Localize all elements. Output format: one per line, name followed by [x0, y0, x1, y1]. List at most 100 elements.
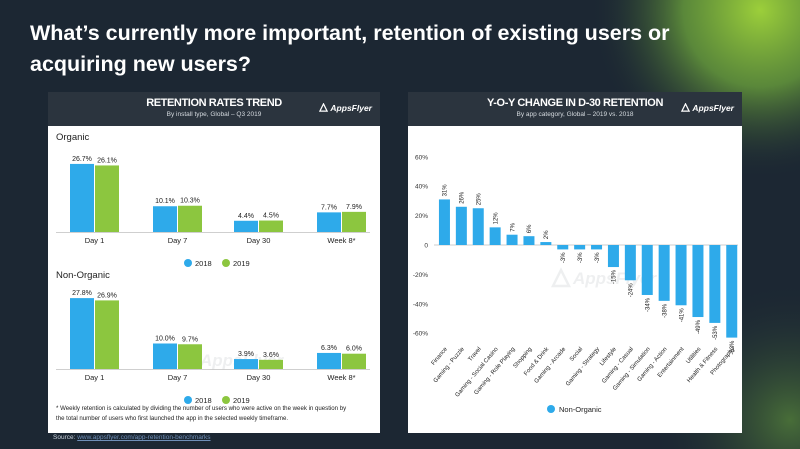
legend-label: 2019	[233, 259, 250, 268]
data-label: -3%	[595, 252, 601, 263]
bar-2018	[317, 212, 341, 232]
yoy-change-chart: AppsFlyer60%40%20%0-20%-40%-60%31%Financ…	[413, 154, 738, 414]
y-tick-label: -40%	[413, 301, 428, 308]
appsflyer-logo-icon	[681, 103, 691, 112]
data-label: 25%	[477, 193, 483, 206]
data-label: -3%	[561, 252, 567, 263]
appsflyer-logo-icon	[319, 103, 329, 112]
data-label: 10.0%	[155, 336, 175, 343]
data-label: -41%	[679, 308, 685, 323]
data-label: 26%	[460, 191, 466, 204]
chart-title: Organic	[56, 132, 90, 143]
category-label: Gaming - Puzzle	[433, 346, 467, 384]
y-tick-label: -20%	[413, 272, 428, 279]
category-label: Week 8*	[327, 373, 355, 382]
bar-2018	[234, 220, 258, 232]
bar-non-organic	[607, 245, 619, 268]
data-label: 6.3%	[321, 345, 337, 352]
panel-subtitle: By app category, Global – 2019 vs. 2018	[516, 111, 634, 118]
bar-non-organic	[624, 245, 636, 281]
data-label: 2%	[544, 230, 550, 239]
category-label: Utilities	[685, 346, 702, 365]
bar-non-organic	[540, 242, 552, 245]
footnote-line-2: the total number of users who first laun…	[56, 415, 288, 422]
data-label: 31%	[443, 184, 449, 197]
data-label: -24%	[629, 283, 635, 298]
category-label: Day 1	[85, 236, 105, 245]
bar-2018	[234, 359, 258, 369]
category-label: Day 30	[247, 236, 271, 245]
bar-non-organic	[557, 245, 569, 250]
bar-non-organic	[658, 245, 670, 301]
data-label: 7.9%	[346, 204, 362, 211]
watermark-shape	[550, 267, 572, 288]
category-label: Gaming - Arcade	[534, 346, 568, 385]
panel-title: RETENTION RATES TREND	[146, 97, 282, 109]
bar-non-organic	[438, 199, 450, 245]
footnote-line-1: * Weekly retention is calculated by divi…	[56, 405, 347, 412]
category-label: Week 8*	[327, 236, 355, 245]
source-note: Source: www.appsflyer.com/app-retention-…	[53, 434, 211, 441]
legend-label: Non-Organic	[559, 405, 602, 414]
source-link[interactable]: www.appsflyer.com/app-retention-benchmar…	[77, 434, 211, 441]
data-label: -15%	[612, 269, 618, 284]
data-label: 27.8%	[72, 290, 92, 297]
data-label: -3%	[578, 252, 584, 263]
bar-2018	[317, 352, 341, 369]
data-label: -34%	[646, 297, 652, 312]
legend-marker	[547, 405, 555, 413]
bar-non-organic	[472, 208, 484, 245]
data-label: 4.5%	[263, 213, 279, 220]
bar-2019	[259, 220, 283, 232]
data-label: 12%	[493, 212, 499, 225]
brand-logo: AppsFlyer	[681, 103, 734, 113]
legend-marker	[222, 259, 230, 267]
bar-non-organic	[591, 245, 603, 250]
bar-non-organic	[692, 245, 704, 318]
bar-2019	[259, 359, 283, 369]
legend-label: 2018	[195, 259, 212, 268]
bar-non-organic	[726, 245, 738, 338]
data-label: 7.7%	[321, 204, 337, 211]
appsflyer-watermark-icon: AppsFlyer	[550, 267, 658, 288]
bar-2019	[178, 344, 202, 369]
category-label: Travel	[468, 346, 483, 362]
data-label: 10.1%	[155, 198, 175, 205]
bar-2019	[342, 211, 366, 232]
category-label: Social	[569, 346, 584, 362]
watermark-text: AppsFlyer	[572, 269, 658, 288]
data-label: -63%	[730, 340, 736, 355]
data-label: 6%	[527, 224, 533, 233]
category-label: Health & Fitness	[686, 346, 719, 384]
legend-label: 2019	[233, 396, 250, 405]
bar-2019	[342, 353, 366, 369]
panel-subtitle: By install type, Global – Q3 2019	[166, 111, 262, 118]
category-label: Day 7	[168, 236, 188, 245]
slide-title: What’s currently more important, retenti…	[30, 21, 670, 76]
legend-label: 2018	[195, 396, 212, 405]
y-tick-label: -60%	[413, 331, 428, 338]
panel-header: Y-O-Y CHANGE IN D-30 RETENTION By app ca…	[408, 92, 742, 126]
legend-marker	[184, 396, 192, 404]
data-label: 3.6%	[263, 352, 279, 359]
bar-2019	[95, 300, 119, 369]
data-label: -53%	[713, 325, 719, 340]
category-label: Day 30	[247, 373, 271, 382]
panel-title: Y-O-Y CHANGE IN D-30 RETENTION	[486, 97, 664, 109]
bar-non-organic	[523, 236, 535, 245]
bar-non-organic	[506, 234, 518, 245]
bar-non-organic	[455, 206, 467, 245]
legend-marker	[184, 259, 192, 267]
brand-name: AppsFlyer	[692, 103, 734, 113]
y-tick-label: 60%	[415, 154, 428, 161]
data-label: 26.1%	[97, 157, 117, 164]
category-label: Day 1	[85, 373, 105, 382]
data-label: -49%	[696, 319, 702, 334]
data-label: -38%	[662, 303, 668, 318]
bar-2018	[153, 343, 177, 369]
source-label: Source:	[53, 434, 76, 441]
category-label: Gaming - Strategy	[565, 346, 601, 387]
data-label: 4.4%	[238, 213, 254, 220]
bar-2019	[178, 205, 202, 232]
